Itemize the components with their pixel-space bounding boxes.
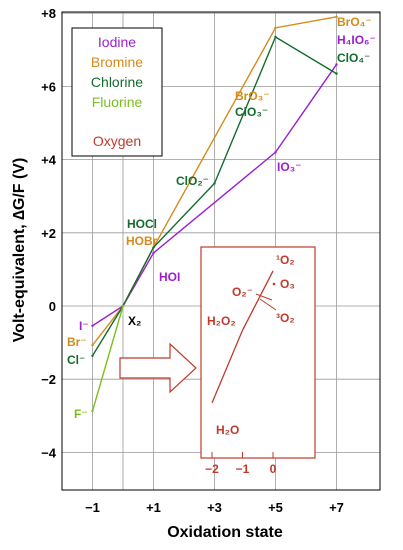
inset-leader-triplet (259, 298, 277, 311)
x-axis-title: Oxidation state (167, 524, 283, 541)
label-hocl: HOCl (127, 217, 157, 231)
inset-series-oxygen (211, 270, 274, 404)
label-iodate: IO₃⁻ (277, 160, 302, 174)
point-iodine (152, 251, 155, 255)
label-chlorite: ClO₂⁻ (176, 174, 209, 188)
point-chlorine (335, 72, 338, 75)
y-axis-title: Volt-equivalent, ∆G/F (V) (11, 158, 28, 343)
label-perbromate: BrO₄⁻ (337, 15, 372, 29)
point-iodine (335, 63, 338, 66)
axis-ticks: −1 +1 +3 +5 +7 −4 −2 0 +2 +4 +6 +8 (41, 6, 344, 515)
point-chlorine (91, 354, 94, 357)
legend-box (71, 27, 163, 157)
inset-label-ozone: O₃ (280, 277, 295, 291)
label-periodate: H₄IO₆⁻ (337, 33, 376, 47)
y-tick-label: +6 (41, 79, 56, 94)
inset-ticks: −2 −1 0 (205, 452, 277, 476)
label-chlorate: ClO₃⁻ (235, 105, 268, 119)
legend: Iodine Bromine Chlorine Fluorine Oxygen (71, 27, 163, 157)
y-tick-label: +8 (41, 6, 56, 21)
label-bromide: Br⁻ (67, 335, 87, 349)
y-tick-label: −4 (41, 445, 57, 460)
inset-label-triplet-oxygen: ³O₂ (276, 311, 295, 325)
inset-label-h2o: H₂O (216, 423, 239, 437)
inset-label-superoxide: O₂⁻ (232, 285, 253, 299)
point-bromine (335, 15, 338, 19)
point-chlorine (213, 182, 216, 185)
legend-item-iodine: Iodine (98, 34, 136, 50)
oxygen-inset: −2 −1 0 ¹O₂ O₃ O₂⁻ ³O₂ H₂O₂ H₂O (200, 246, 316, 476)
inset-tick-label: 0 (270, 462, 277, 476)
arrow-icon (119, 342, 197, 394)
y-tick-label: 0 (49, 299, 56, 314)
point-iodine (91, 324, 94, 327)
x-tick-label: +1 (146, 500, 161, 515)
label-chloride: Cl⁻ (67, 353, 85, 367)
y-tick-label: +2 (41, 226, 56, 241)
legend-item-oxygen: Oxygen (93, 133, 141, 149)
label-hobr: HOBr (126, 234, 158, 248)
plot-frame (61, 11, 381, 491)
point-chlorine (152, 246, 155, 249)
y-tick-label: +4 (41, 153, 57, 168)
label-halogen-x2: X₂ (128, 314, 141, 328)
label-perchlorate: ClO₄⁻ (337, 51, 370, 65)
series-line-fluorine (91, 305, 124, 412)
label-iodide: I⁻ (79, 319, 89, 333)
label-fluoride: F⁻ (74, 407, 88, 421)
x-tick-label: −1 (85, 500, 100, 515)
series-lines (91, 15, 338, 413)
inset-box (200, 246, 316, 459)
inset-label-singlet-oxygen: ¹O₂ (276, 253, 295, 267)
inset-point-ozone (272, 282, 276, 286)
point-bromine (274, 26, 277, 30)
legend-item-chlorine: Chlorine (91, 74, 143, 90)
legend-item-bromine: Bromine (91, 54, 143, 70)
point-fluorine (121, 304, 125, 308)
inset-tick-label: −2 (205, 462, 219, 476)
inset-leader-superoxide (255, 293, 273, 301)
inset-label-h2o2: H₂O₂ (207, 314, 236, 328)
x-tick-label: +3 (207, 500, 222, 515)
legend-item-fluorine: Fluorine (92, 94, 143, 110)
series-line-chlorine (91, 35, 337, 357)
inset-tick-label: −1 (236, 462, 250, 476)
point-iodine (274, 151, 277, 154)
y-tick-label: −2 (41, 372, 56, 387)
point-chlorine (274, 35, 277, 39)
point-bromine (91, 343, 94, 347)
x-tick-label: +7 (329, 500, 344, 515)
species-labels: I⁻ Br⁻ Cl⁻ F⁻ X₂ HOI HOBr HOCl ClO₂⁻ IO₃… (67, 15, 376, 421)
label-hoi: HOI (159, 270, 180, 284)
point-fluorine (91, 409, 94, 413)
x-tick-label: +5 (268, 500, 283, 515)
label-bromate: BrO₃⁻ (235, 89, 270, 103)
